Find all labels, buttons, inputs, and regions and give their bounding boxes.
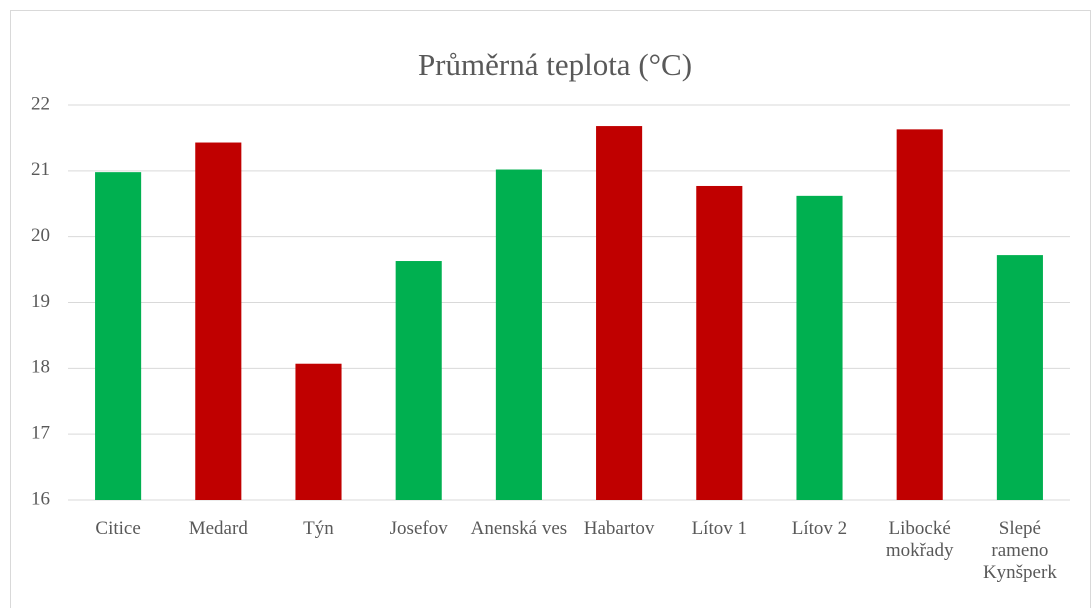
y-tick-label: 21 (31, 159, 50, 180)
x-tick-label-box: Slepé rameno Kynšperk (982, 518, 1057, 583)
x-tick-label: Citice (95, 518, 141, 539)
bar (896, 129, 943, 500)
x-tick-label: Josefov (389, 518, 448, 539)
bar (295, 363, 342, 500)
x-tick-label: Medard (188, 518, 248, 539)
bar (996, 255, 1043, 500)
x-tick-label-box: Lítov 1 (691, 518, 747, 539)
x-tick-label-box: Anenská ves (470, 518, 568, 539)
x-tick-label-box: Libocké mokřady (885, 518, 954, 561)
bar (696, 185, 743, 500)
x-tick-label-box: Citice (95, 518, 141, 539)
x-tick-label: Habartov (583, 518, 655, 539)
x-tick-label: Lítov 1 (691, 518, 747, 539)
chart-title: Průměrná teplota (°C) (418, 47, 692, 82)
bar (495, 169, 542, 500)
x-tick-label-box: Týn (303, 518, 334, 539)
y-tick-label: 17 (31, 423, 50, 444)
x-tick-label: Anenská ves (470, 518, 568, 539)
y-tick-label: 19 (31, 291, 50, 312)
x-tick-label-box: Habartov (583, 518, 655, 539)
x-tick-label-box: Josefov (389, 518, 448, 539)
bar (95, 172, 142, 500)
bar (796, 195, 843, 500)
bar (195, 142, 242, 500)
y-tick-label: 18 (31, 357, 50, 378)
bar (596, 126, 643, 501)
y-tick-label: 20 (31, 225, 50, 246)
y-tick-label: 16 (31, 488, 50, 509)
bar (395, 261, 442, 500)
x-tick-label: Slepé rameno Kynšperk (982, 518, 1057, 583)
x-tick-label: Lítov 2 (791, 518, 848, 539)
x-tick-label: Týn (303, 518, 334, 539)
x-tick-label-box: Lítov 2 (791, 518, 848, 539)
x-tick-label: Libocké mokřady (885, 518, 954, 561)
y-tick-label: 22 (31, 93, 50, 114)
x-tick-label-box: Medard (188, 518, 248, 539)
